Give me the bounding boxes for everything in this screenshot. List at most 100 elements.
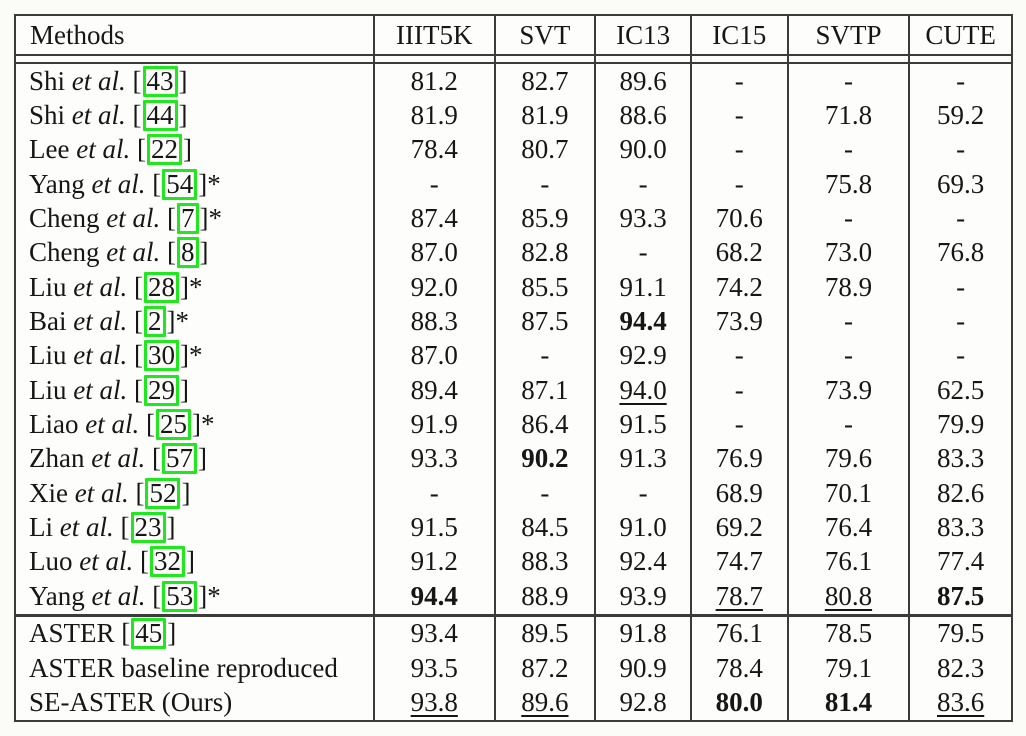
no-result-dash: - xyxy=(638,237,648,268)
value-cell: - xyxy=(494,338,597,374)
score-value: 91.5 xyxy=(619,409,667,440)
no-result-dash: - xyxy=(843,134,853,165)
citation-box[interactable]: 8 xyxy=(177,237,199,269)
method-name: Xie xyxy=(29,477,68,508)
score-value: 68.2 xyxy=(715,237,763,268)
score-value: 59.2 xyxy=(937,100,985,131)
score-value: 76.1 xyxy=(715,618,763,649)
table-row: Shi et al. [44] 81.9 81.9 88.6 - 71.8 59.2 xyxy=(15,98,1012,133)
etal-label: et al. xyxy=(91,168,146,199)
no-result-dash: - xyxy=(429,477,439,508)
value-cell: 83.6 xyxy=(909,685,1012,721)
value-cell: 81.2 xyxy=(373,63,496,99)
table-row: Liu et al. [29] 89.4 87.1 94.0 - 73.9 62.5 xyxy=(15,373,1012,408)
citation-box[interactable]: 22 xyxy=(146,134,182,166)
score-value: 71.8 xyxy=(824,100,873,131)
score-value: 69.2 xyxy=(715,512,763,543)
value-cell: 93.4 xyxy=(373,613,496,652)
value-cell: 74.7 xyxy=(690,544,789,580)
citation-box[interactable]: 2 xyxy=(144,306,166,337)
lexicon-star: * xyxy=(189,271,203,302)
citation-box[interactable]: 44 xyxy=(142,100,178,131)
score-value: 83.6 xyxy=(937,687,985,718)
value-cell: 93.9 xyxy=(595,579,692,616)
value-cell: 87.0 xyxy=(373,235,496,271)
score-value: 77.4 xyxy=(937,546,985,577)
method-cell: Xie et al. [52] xyxy=(15,476,375,511)
method-name: Yang xyxy=(29,580,85,611)
value-cell: 83.3 xyxy=(909,510,1012,544)
score-value: 89.6 xyxy=(619,65,667,96)
method-name: Liao xyxy=(29,409,79,440)
score-value: 87.0 xyxy=(410,340,458,371)
method-name: Liu xyxy=(29,374,67,405)
method-cell: Shi et al. [44] xyxy=(15,98,375,133)
method-cell: Shi et al. [43] xyxy=(15,63,375,99)
etal-label: et al. xyxy=(91,580,146,611)
etal-label: et al. xyxy=(85,409,140,440)
value-cell: 89.6 xyxy=(595,63,692,99)
citation-box[interactable]: 32 xyxy=(150,546,185,578)
citation-box[interactable]: 54 xyxy=(162,168,198,200)
value-cell: 93.5 xyxy=(373,651,496,686)
etal-label: et al. xyxy=(106,203,161,234)
score-value: 70.6 xyxy=(715,203,763,234)
citation-box[interactable]: 57 xyxy=(161,443,197,475)
score-value: 87.0 xyxy=(410,237,458,268)
lexicon-star: * xyxy=(175,306,190,337)
citation-box[interactable]: 7 xyxy=(177,203,199,234)
citation-box[interactable]: 28 xyxy=(144,271,179,303)
score-value: 87.2 xyxy=(521,652,569,683)
table-row: Cheng et al. [8] 87.0 82.8 - 68.2 73.0 76.8 xyxy=(15,235,1012,271)
value-cell: 80.8 xyxy=(787,579,911,616)
score-value: 89.4 xyxy=(410,374,458,405)
score-value: 75.8 xyxy=(824,168,873,199)
results-table: Methods IIIT5K SVT IC13 IC15 SVTP CUTE S… xyxy=(14,14,1013,722)
citation-box[interactable]: 23 xyxy=(130,512,166,543)
no-result-dash: - xyxy=(734,168,744,199)
score-value: 87.5 xyxy=(937,580,985,611)
score-value: 88.3 xyxy=(521,546,569,577)
citation-box[interactable]: 43 xyxy=(142,65,178,97)
method-cell: Bai et al. [2]* xyxy=(15,304,375,339)
score-value: 82.7 xyxy=(521,65,569,96)
score-value: 93.5 xyxy=(410,652,458,683)
score-value: 83.3 xyxy=(937,512,985,543)
value-cell: - xyxy=(690,132,789,168)
score-value: 93.8 xyxy=(410,687,458,718)
table-row: Liao et al. [25]* 91.9 86.4 91.5 - - 79.9 xyxy=(15,407,1012,442)
score-value: 81.2 xyxy=(410,65,458,96)
method-cell: Zhan et al. [57] xyxy=(15,441,375,477)
value-cell: 87.5 xyxy=(494,304,597,339)
no-result-dash: - xyxy=(843,340,853,371)
value-cell: 91.9 xyxy=(373,407,496,442)
method-name: Bai xyxy=(29,306,67,337)
score-value: 83.3 xyxy=(937,443,985,474)
score-value: 78.4 xyxy=(410,134,458,165)
citation-box[interactable]: 53 xyxy=(162,580,198,612)
table-row: SE-ASTER (Ours) 93.8 89.6 92.8 80.0 81.4 83.6 xyxy=(15,685,1012,721)
citation-box[interactable]: 29 xyxy=(144,374,179,406)
score-value: 78.9 xyxy=(824,271,873,302)
value-cell: 81.9 xyxy=(494,98,597,133)
no-result-dash: - xyxy=(734,65,744,96)
score-value: 89.6 xyxy=(521,687,569,718)
value-cell: 91.1 xyxy=(595,270,692,305)
value-cell: 78.4 xyxy=(373,132,496,168)
value-cell: 76.4 xyxy=(787,510,911,545)
value-cell: - xyxy=(373,476,496,511)
value-cell: - xyxy=(690,63,789,99)
value-cell: 76.1 xyxy=(787,544,911,580)
method-name: Zhan xyxy=(29,443,85,474)
citation-box[interactable]: 52 xyxy=(145,477,181,509)
citation-box[interactable]: 45 xyxy=(131,618,167,650)
score-value: 81.9 xyxy=(521,100,569,131)
score-value: 87.5 xyxy=(521,306,569,337)
citation-box[interactable]: 30 xyxy=(144,340,179,372)
citation-box[interactable]: 25 xyxy=(155,409,191,440)
score-value: 91.9 xyxy=(410,409,458,440)
value-cell: 79.6 xyxy=(787,441,911,477)
rule-cell xyxy=(787,55,911,64)
method-name: Luo xyxy=(29,546,73,577)
value-cell: - xyxy=(595,235,692,271)
